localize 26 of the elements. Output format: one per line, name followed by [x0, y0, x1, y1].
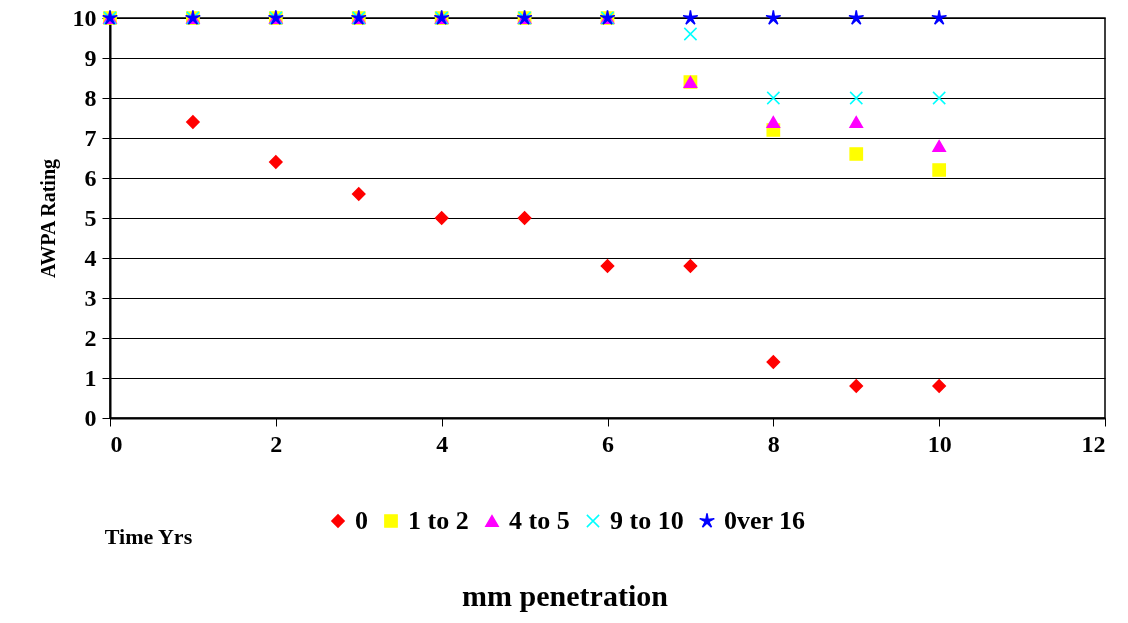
x-tick-label: 8	[767, 430, 780, 457]
legend-label: 4 to 5	[509, 506, 570, 535]
x-tick-label: 6	[602, 430, 614, 457]
legend-label: 1 to 2	[408, 506, 469, 535]
legend-label: 9 to 10	[610, 506, 684, 535]
legend-label: 0	[355, 506, 368, 535]
legend-title: mm penetration	[462, 579, 669, 612]
x-tick-label: 10	[927, 430, 952, 457]
x-tick-label: 0	[110, 430, 123, 457]
x-tick-label: 2	[270, 430, 283, 457]
y-tick-label: 3	[84, 284, 97, 311]
y-tick-label: 10	[72, 4, 97, 31]
x-tick-label: 12	[1081, 430, 1106, 457]
y-axis-title: AWPA Rating	[36, 158, 60, 279]
y-tick-label: 1	[84, 364, 97, 391]
y-tick-label: 0	[84, 404, 97, 431]
x-tick-label: 4	[436, 430, 449, 457]
y-tick-label: 5	[84, 204, 97, 231]
y-tick-label: 9	[84, 44, 97, 71]
y-tick-label: 4	[84, 244, 97, 271]
y-tick-label: 7	[84, 124, 97, 151]
x-axis-title: Time Yrs	[104, 523, 193, 549]
y-tick-label: 8	[84, 84, 97, 111]
y-tick-label: 6	[84, 164, 97, 191]
legend-label: 0ver 16	[724, 506, 806, 535]
y-tick-label: 2	[84, 324, 97, 351]
